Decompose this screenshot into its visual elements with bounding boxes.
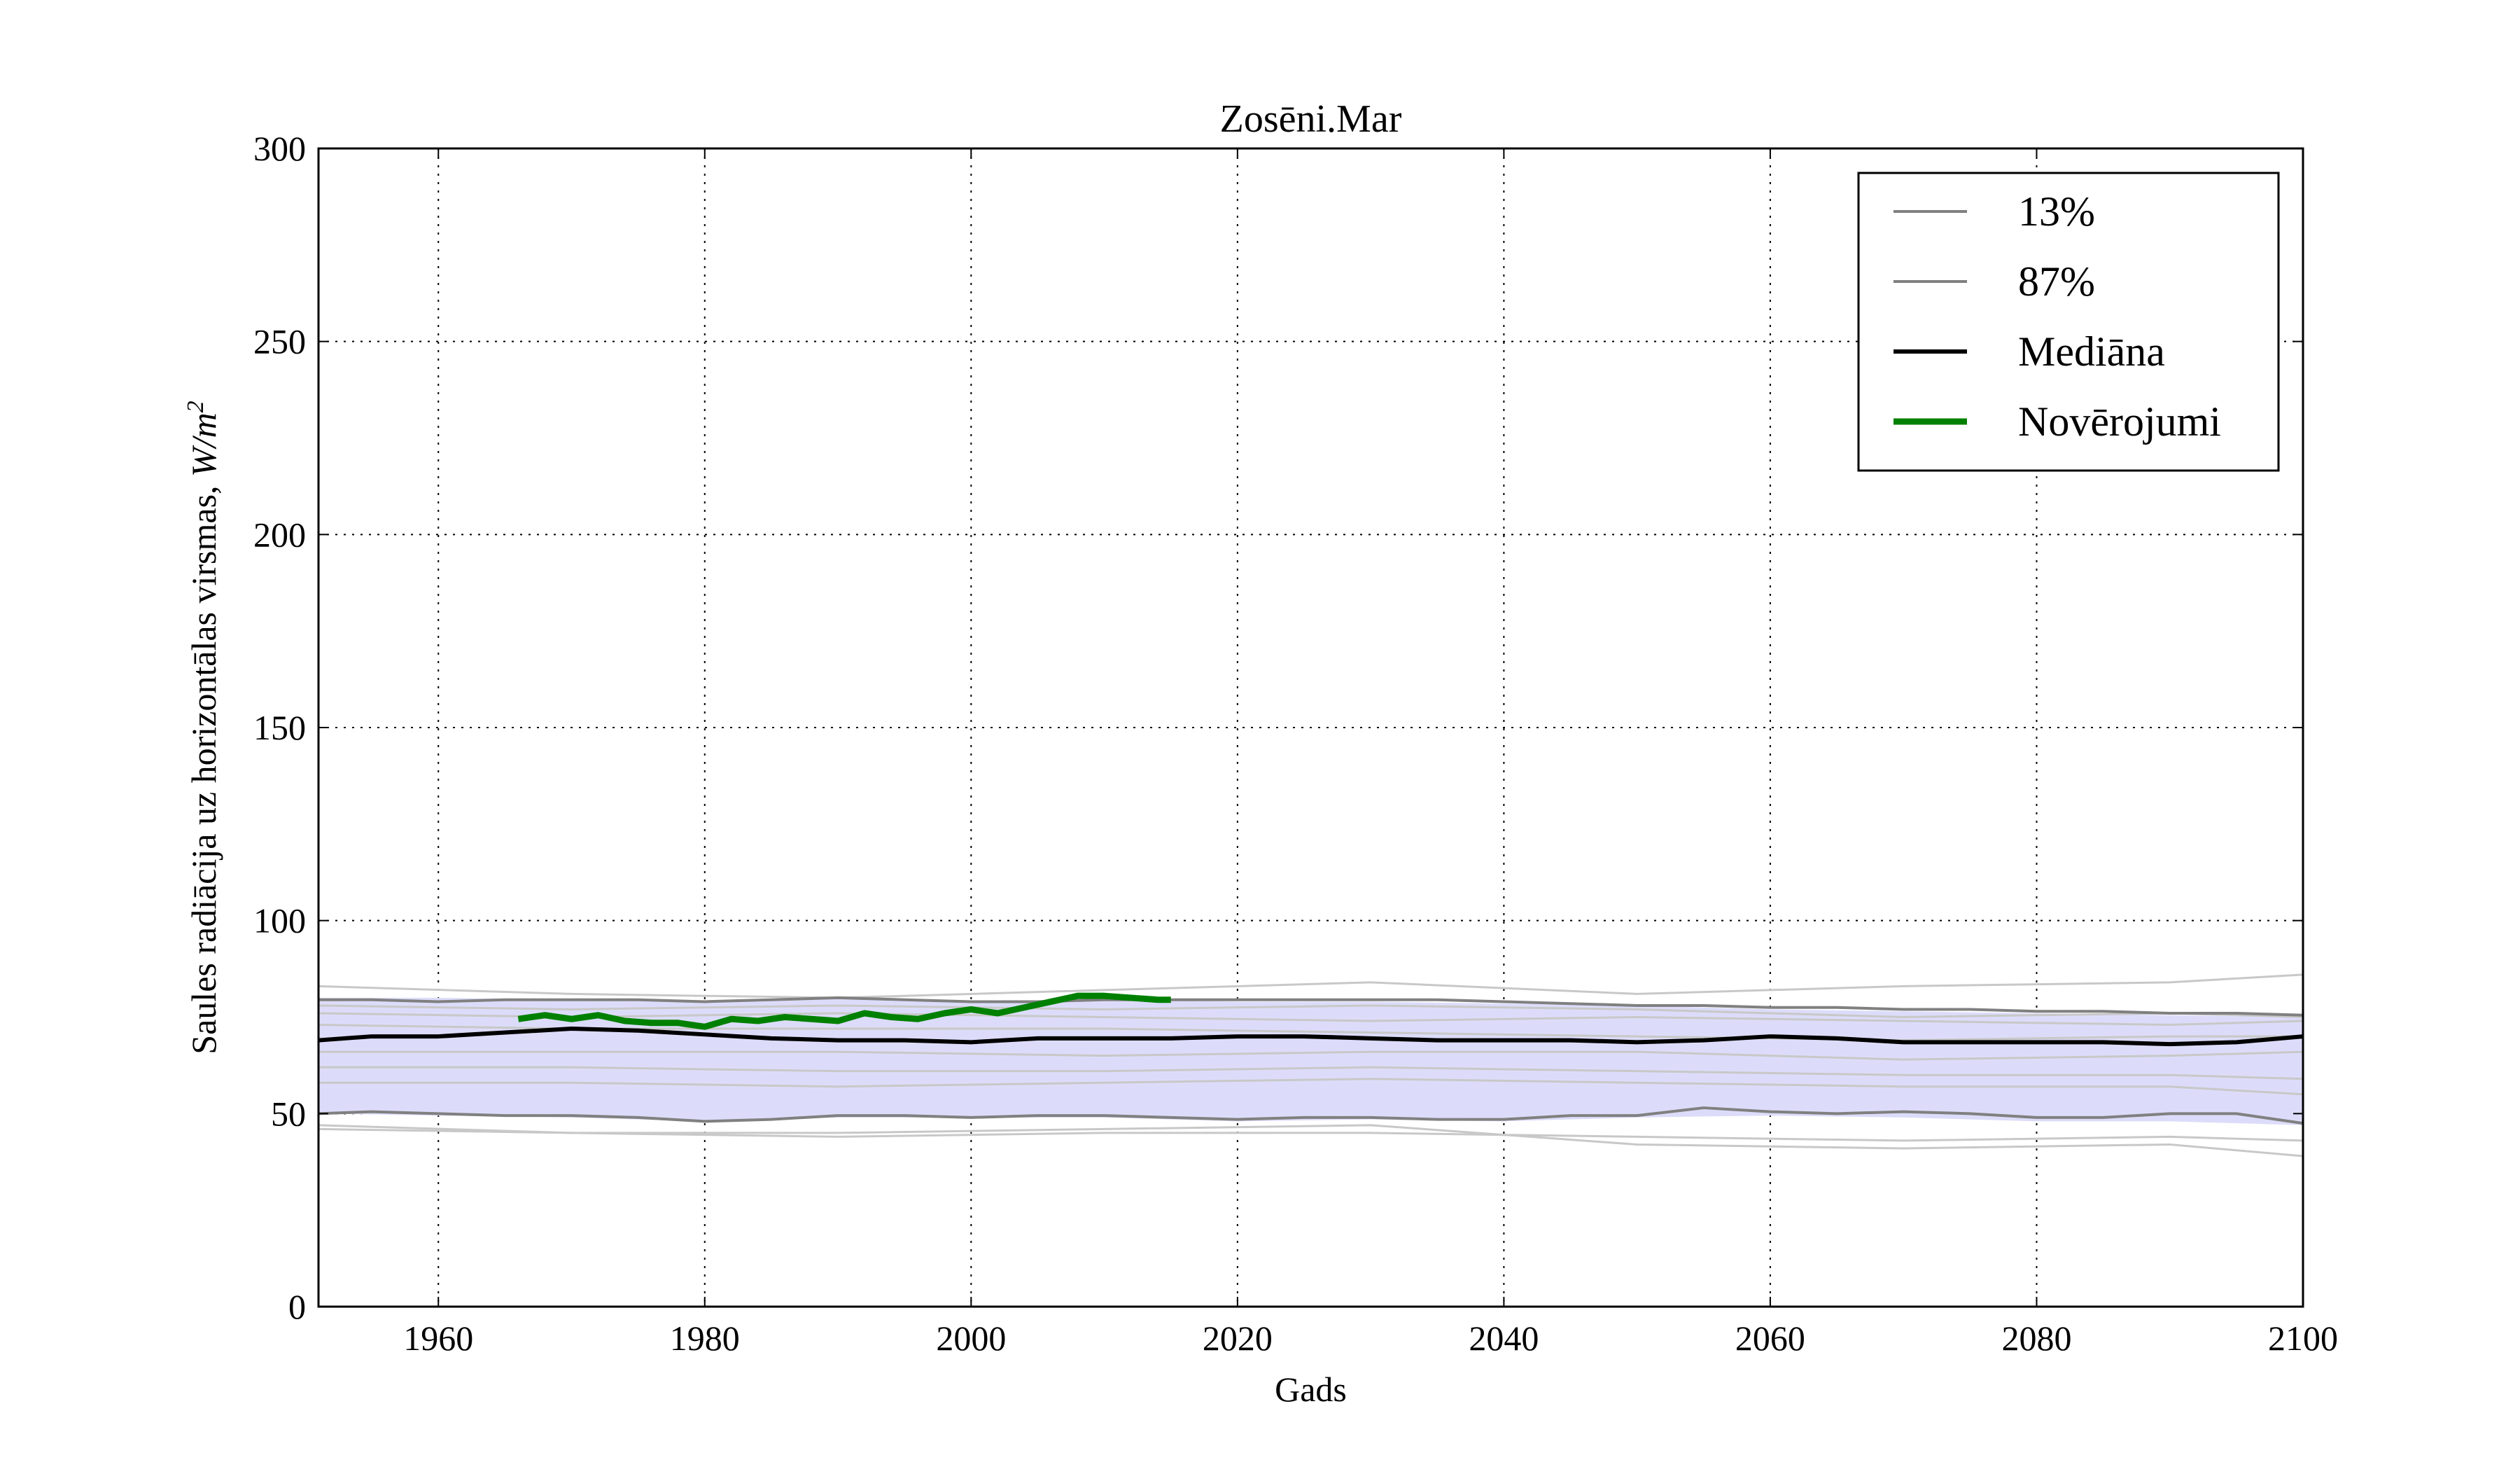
x-tick-label-2040: 2040	[1469, 1319, 1539, 1358]
ensemble-line-6	[318, 1050, 2303, 1061]
chart-title: Zosēni.Mar	[1220, 97, 1402, 141]
y-axis-label-unit: W/m	[184, 412, 223, 477]
y-tick-label-0: 0	[288, 1287, 306, 1326]
legend-label-13: 13%	[2018, 188, 2095, 235]
y-tick-label-250: 250	[253, 322, 306, 361]
legend-label-medi-na: Mediāna	[2018, 328, 2165, 375]
y-tick-label-150: 150	[253, 708, 306, 747]
x-tick-label-2080: 2080	[2001, 1319, 2071, 1358]
ensemble-line-2	[318, 1124, 2303, 1157]
series-lines	[318, 992, 2303, 1125]
legend: 13% 87% Mediāna Novērojumi	[1857, 172, 2280, 472]
series-line-87	[318, 996, 2303, 1017]
y-axis-label-text: Saules radiācija uz horizontālas virsmas…	[184, 477, 223, 1055]
ensemble-line-4	[318, 1012, 2303, 1027]
series-line-nov-rojumi	[517, 992, 1171, 1030]
x-tick-label-1980: 1980	[670, 1319, 740, 1358]
x-tick-label-2000: 2000	[936, 1319, 1006, 1358]
ensemble-line-7	[318, 1066, 2303, 1080]
legend-label-nov-rojumi: Novērojumi	[2018, 398, 2221, 445]
ensemble-line-9	[318, 1004, 2303, 1019]
axis-ticks: 1960 1980 2000 2020 2040 2060 2080 2100 0 50 100 15…	[253, 129, 2338, 1358]
x-axis-label: Gads	[1275, 1370, 1347, 1409]
legend-label-87: 87%	[2018, 258, 2095, 305]
x-tick-label-2100: 2100	[2268, 1319, 2338, 1358]
ensemble-line-8	[318, 1078, 2303, 1096]
y-tick-label-200: 200	[253, 515, 306, 554]
ensemble-lines	[318, 973, 2303, 1157]
ensemble-line-3	[318, 1127, 2303, 1142]
series-line-13	[318, 1106, 2303, 1125]
y-axis-label: Saules radiācija uz horizontālas virsmas…	[183, 401, 223, 1054]
x-tick-label-2060: 2060	[1735, 1319, 1805, 1358]
y-axis-label-unit-exponent: 2	[183, 401, 209, 412]
y-tick-label-50: 50	[271, 1094, 306, 1133]
y-tick-label-300: 300	[253, 129, 306, 168]
y-tick-label-100: 100	[253, 901, 306, 940]
x-tick-label-2020: 2020	[1203, 1319, 1273, 1358]
x-tick-label-1960: 1960	[403, 1319, 473, 1358]
series-line-medi-na	[318, 1027, 2303, 1047]
ensemble-line-1	[318, 973, 2303, 999]
ensemble-line-5	[318, 1024, 2303, 1042]
